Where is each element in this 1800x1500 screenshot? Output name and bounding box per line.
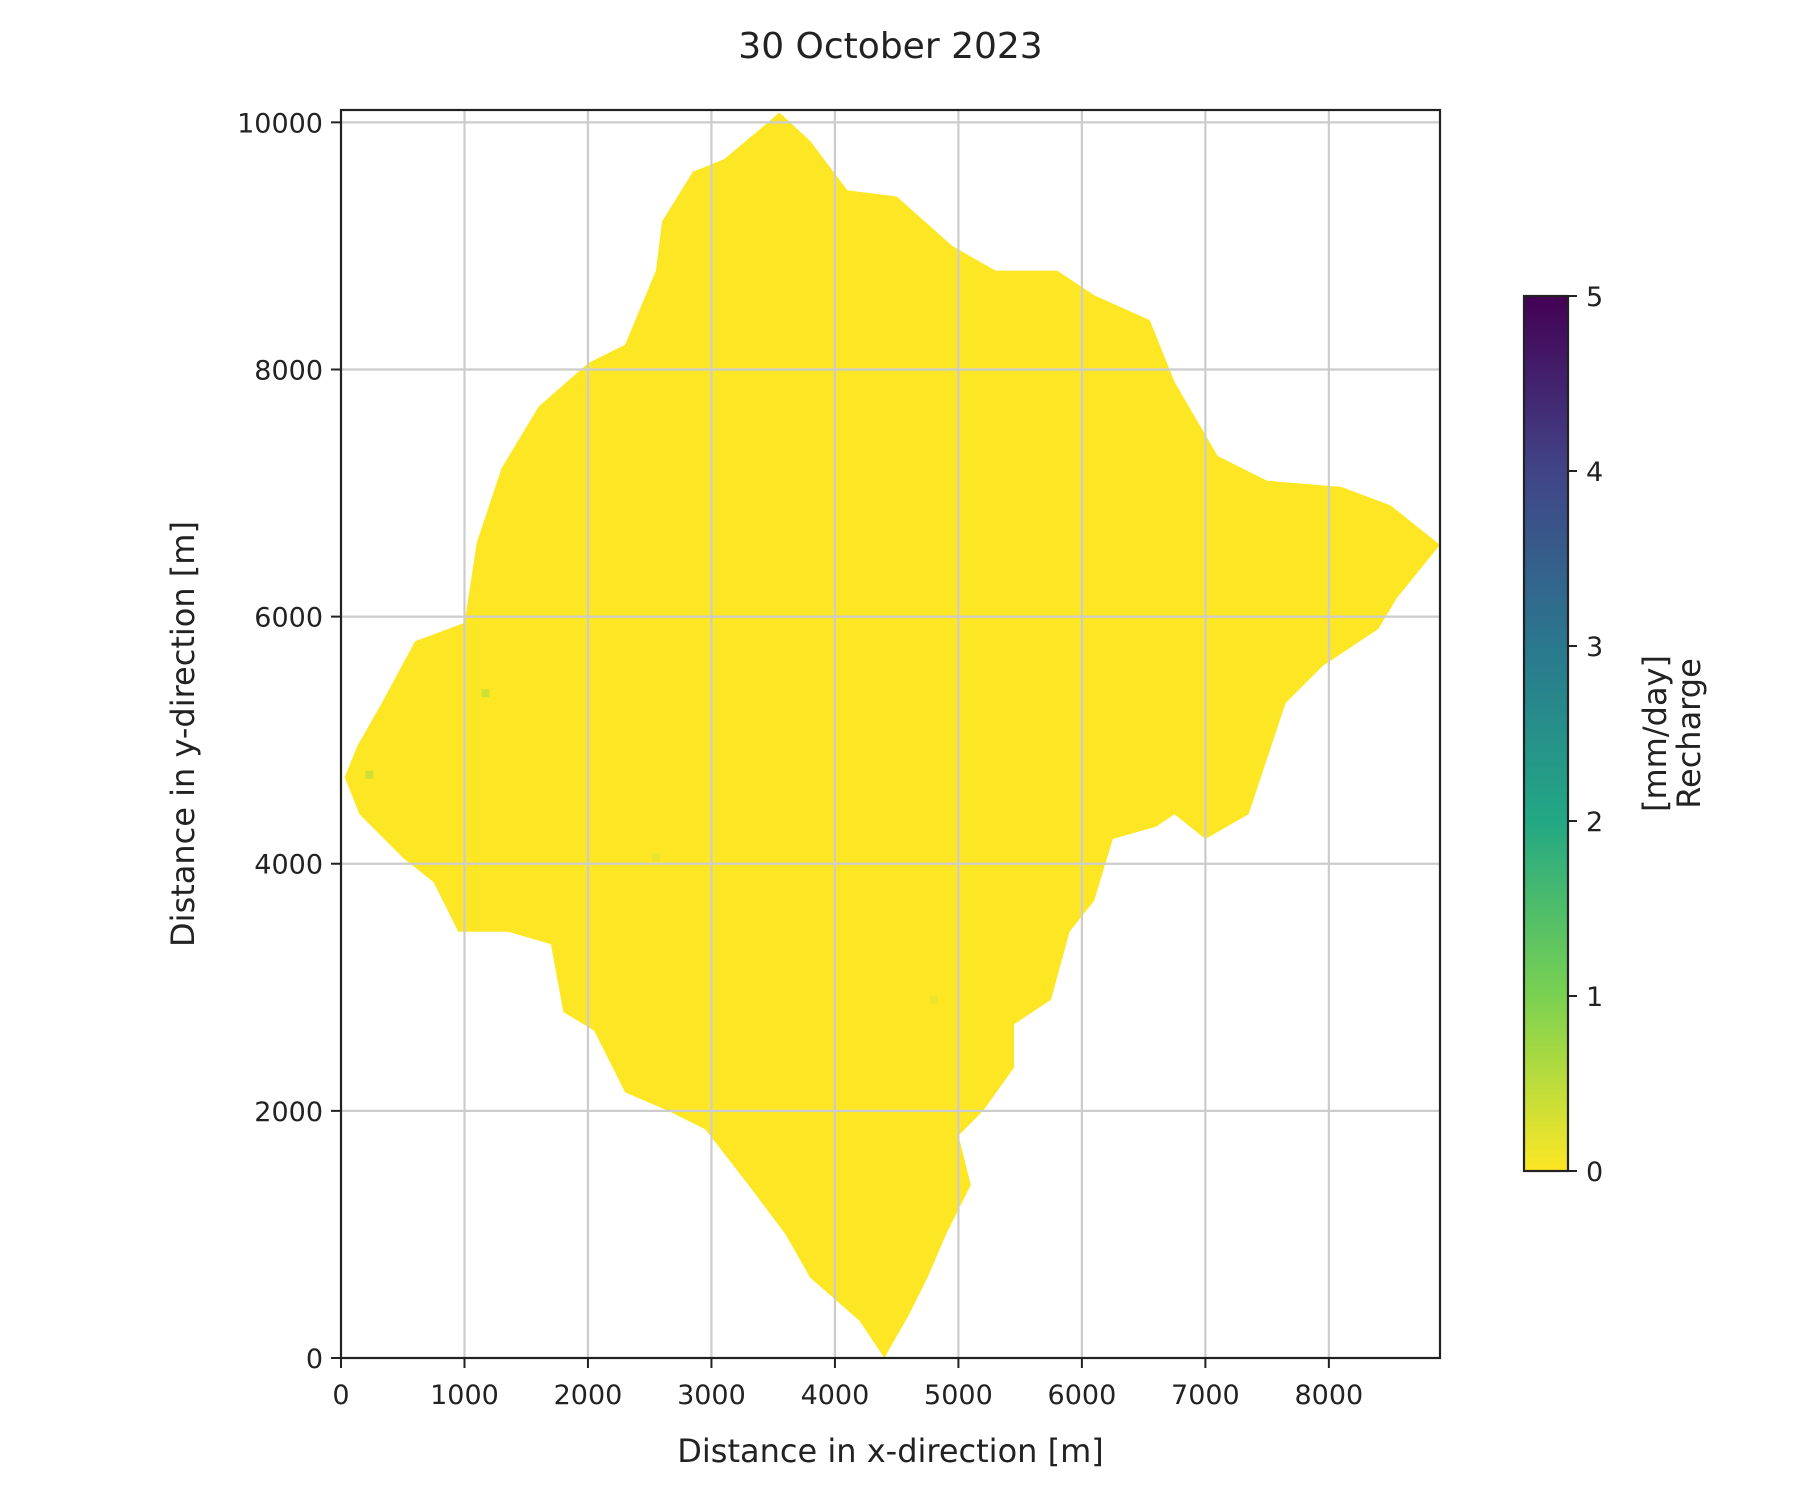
colorbar-tick-label: 0 [1586,1157,1603,1188]
colorbar-gradient [1522,294,1570,1173]
y-tick-label: 2000 [254,1097,323,1128]
colorbar-tick-label: 2 [1586,807,1603,838]
colorbar-tick-label: 3 [1586,632,1603,663]
y-tick-label: 4000 [254,850,323,881]
x-tick-label: 0 [332,1380,349,1411]
x-tick-label: 7000 [1171,1380,1240,1411]
x-tick-label: 4000 [801,1380,870,1411]
y-tick-label: 6000 [254,603,323,634]
chart-title: 30 October 2023 [738,26,1042,67]
recharge-region [344,112,1440,1358]
plot-frame [339,108,1442,1360]
plot-area: 0 1000 2000 3000 4000 5000 6000 7000 8000 0 2000 40… [237,108,1442,1411]
x-tick-label: 2000 [554,1380,623,1411]
x-tick-label: 3000 [677,1380,746,1411]
recharge-patch [481,689,490,698]
y-tick-label: 8000 [254,355,323,386]
colorbar-tick-label: 5 [1586,282,1603,313]
recharge-patch [365,770,374,779]
y-tick-label: 0 [306,1344,323,1375]
colorbar-tick-label: 4 [1586,457,1603,488]
colorbar-tick-label: 1 [1586,982,1603,1013]
x-tick-label: 6000 [1048,1380,1117,1411]
recharge-patch [929,995,938,1004]
colorbar: 0 1 2 3 4 5 Recharge[mm/day] [1522,282,1708,1188]
x-axis-label: Distance in x-direction [m] [677,1432,1103,1470]
y-axis-label: Distance in y-direction [m] [164,521,202,947]
colorbar-label: Recharge[mm/day] [1636,655,1708,812]
x-tick-label: 1000 [430,1380,499,1411]
x-tick-label: 5000 [924,1380,993,1411]
recharge-patch [651,853,660,862]
y-tick-label: 10000 [237,108,323,139]
x-tick-label: 8000 [1295,1380,1364,1411]
